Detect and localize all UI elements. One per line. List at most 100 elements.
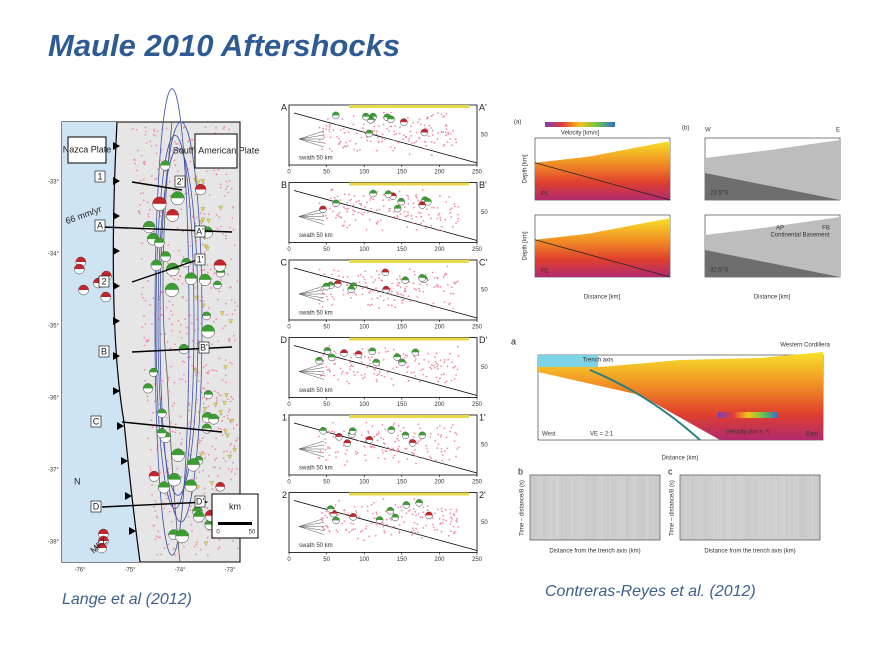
section-event: [371, 298, 374, 300]
section-event: [411, 527, 414, 530]
section-event: [353, 148, 356, 151]
section-event: [333, 350, 336, 353]
section-event: [444, 131, 447, 134]
section-event: [393, 454, 396, 457]
section-event: [437, 433, 440, 436]
aftershock: [158, 469, 161, 472]
lon-label: -74°: [174, 568, 186, 574]
aftershock: [189, 509, 192, 512]
section-event: [430, 367, 433, 370]
section-event: [420, 123, 422, 126]
section-event: [425, 375, 428, 378]
aftershock: [179, 274, 182, 277]
lat-label: -33°: [48, 180, 60, 186]
focal-mechanism-fill: [402, 501, 410, 505]
section-event: [448, 458, 451, 461]
aftershock: [133, 159, 136, 161]
aftershock: [146, 340, 149, 343]
focal-mechanism-fill: [150, 259, 162, 266]
section-event: [376, 513, 378, 516]
section-event: [397, 284, 400, 287]
aftershock: [214, 466, 217, 469]
station: [227, 454, 233, 460]
section-event: [414, 448, 416, 451]
section-event: [404, 356, 406, 359]
section-event: [436, 229, 439, 232]
focal-mechanism-fill: [415, 499, 423, 503]
section-event: [361, 213, 364, 216]
section-event: [450, 292, 452, 295]
section-event: [431, 129, 434, 132]
section-event: [415, 193, 418, 196]
section-event: [328, 370, 331, 372]
aftershock: [188, 515, 191, 518]
section-event: [322, 354, 324, 357]
aftershock: [192, 215, 194, 218]
focal-mechanism-fill: [369, 113, 377, 117]
aftershock: [180, 475, 183, 478]
x-tick-label: 50: [323, 402, 330, 408]
section-event: [334, 504, 337, 506]
section-event: [379, 295, 382, 297]
aftershock: [153, 129, 155, 132]
section-event: [396, 284, 399, 287]
focal-mechanism-fill: [376, 516, 384, 521]
profile-label: D': [196, 496, 204, 506]
section-event: [405, 285, 408, 288]
section-event: [322, 131, 325, 134]
aftershock: [229, 451, 232, 454]
aftershock: [181, 282, 184, 285]
swath-fan: [298, 363, 325, 372]
focal-mechanism-fill: [143, 221, 156, 228]
aftershock: [167, 244, 170, 246]
aftershock: [168, 300, 171, 303]
section-event: [412, 121, 415, 124]
profile-line: [131, 259, 198, 283]
focal-mechanism-fill: [401, 276, 409, 281]
aftershock: [203, 387, 206, 390]
section-event: [339, 129, 342, 131]
section-event: [431, 271, 434, 274]
section-event: [455, 281, 458, 284]
section-event: [443, 115, 446, 118]
section-event: [421, 225, 424, 227]
aftershock: [199, 299, 202, 302]
swath-fan: [298, 448, 325, 458]
section-event: [453, 440, 456, 443]
section-event: [318, 139, 321, 142]
section-event: [387, 350, 390, 353]
section-event: [336, 450, 339, 453]
lat-tag: 32.5°S: [710, 268, 728, 274]
focal-mechanism-fill: [347, 285, 355, 290]
station-strip: [349, 337, 469, 341]
profile-label: D: [93, 501, 100, 511]
section-event: [439, 435, 442, 438]
geology-slab: [705, 250, 840, 277]
aftershock: [144, 299, 147, 302]
aftershock: [221, 419, 224, 422]
section-event: [419, 283, 422, 286]
focal-mechanism-fill: [160, 160, 171, 166]
section-event: [455, 455, 457, 458]
section-event: [375, 270, 378, 272]
profile-line: [121, 421, 223, 433]
aftershock: [169, 347, 172, 350]
section-event: [437, 214, 440, 216]
section-event: [348, 199, 351, 202]
section-event: [326, 118, 329, 120]
lon-label: -73°: [224, 568, 236, 574]
aftershock: [213, 169, 216, 172]
section-event: [370, 503, 373, 506]
aftershock: [188, 409, 191, 412]
section-event: [436, 276, 439, 279]
aftershock: [161, 148, 163, 151]
section-event: [428, 455, 431, 458]
section-event: [337, 143, 340, 146]
section-event: [414, 299, 417, 302]
aftershock: [236, 305, 239, 308]
section-event: [449, 132, 452, 135]
station: [213, 403, 218, 408]
section-event: [451, 361, 453, 364]
aftershock: [177, 278, 180, 281]
focal-mechanism-fill: [332, 516, 340, 521]
